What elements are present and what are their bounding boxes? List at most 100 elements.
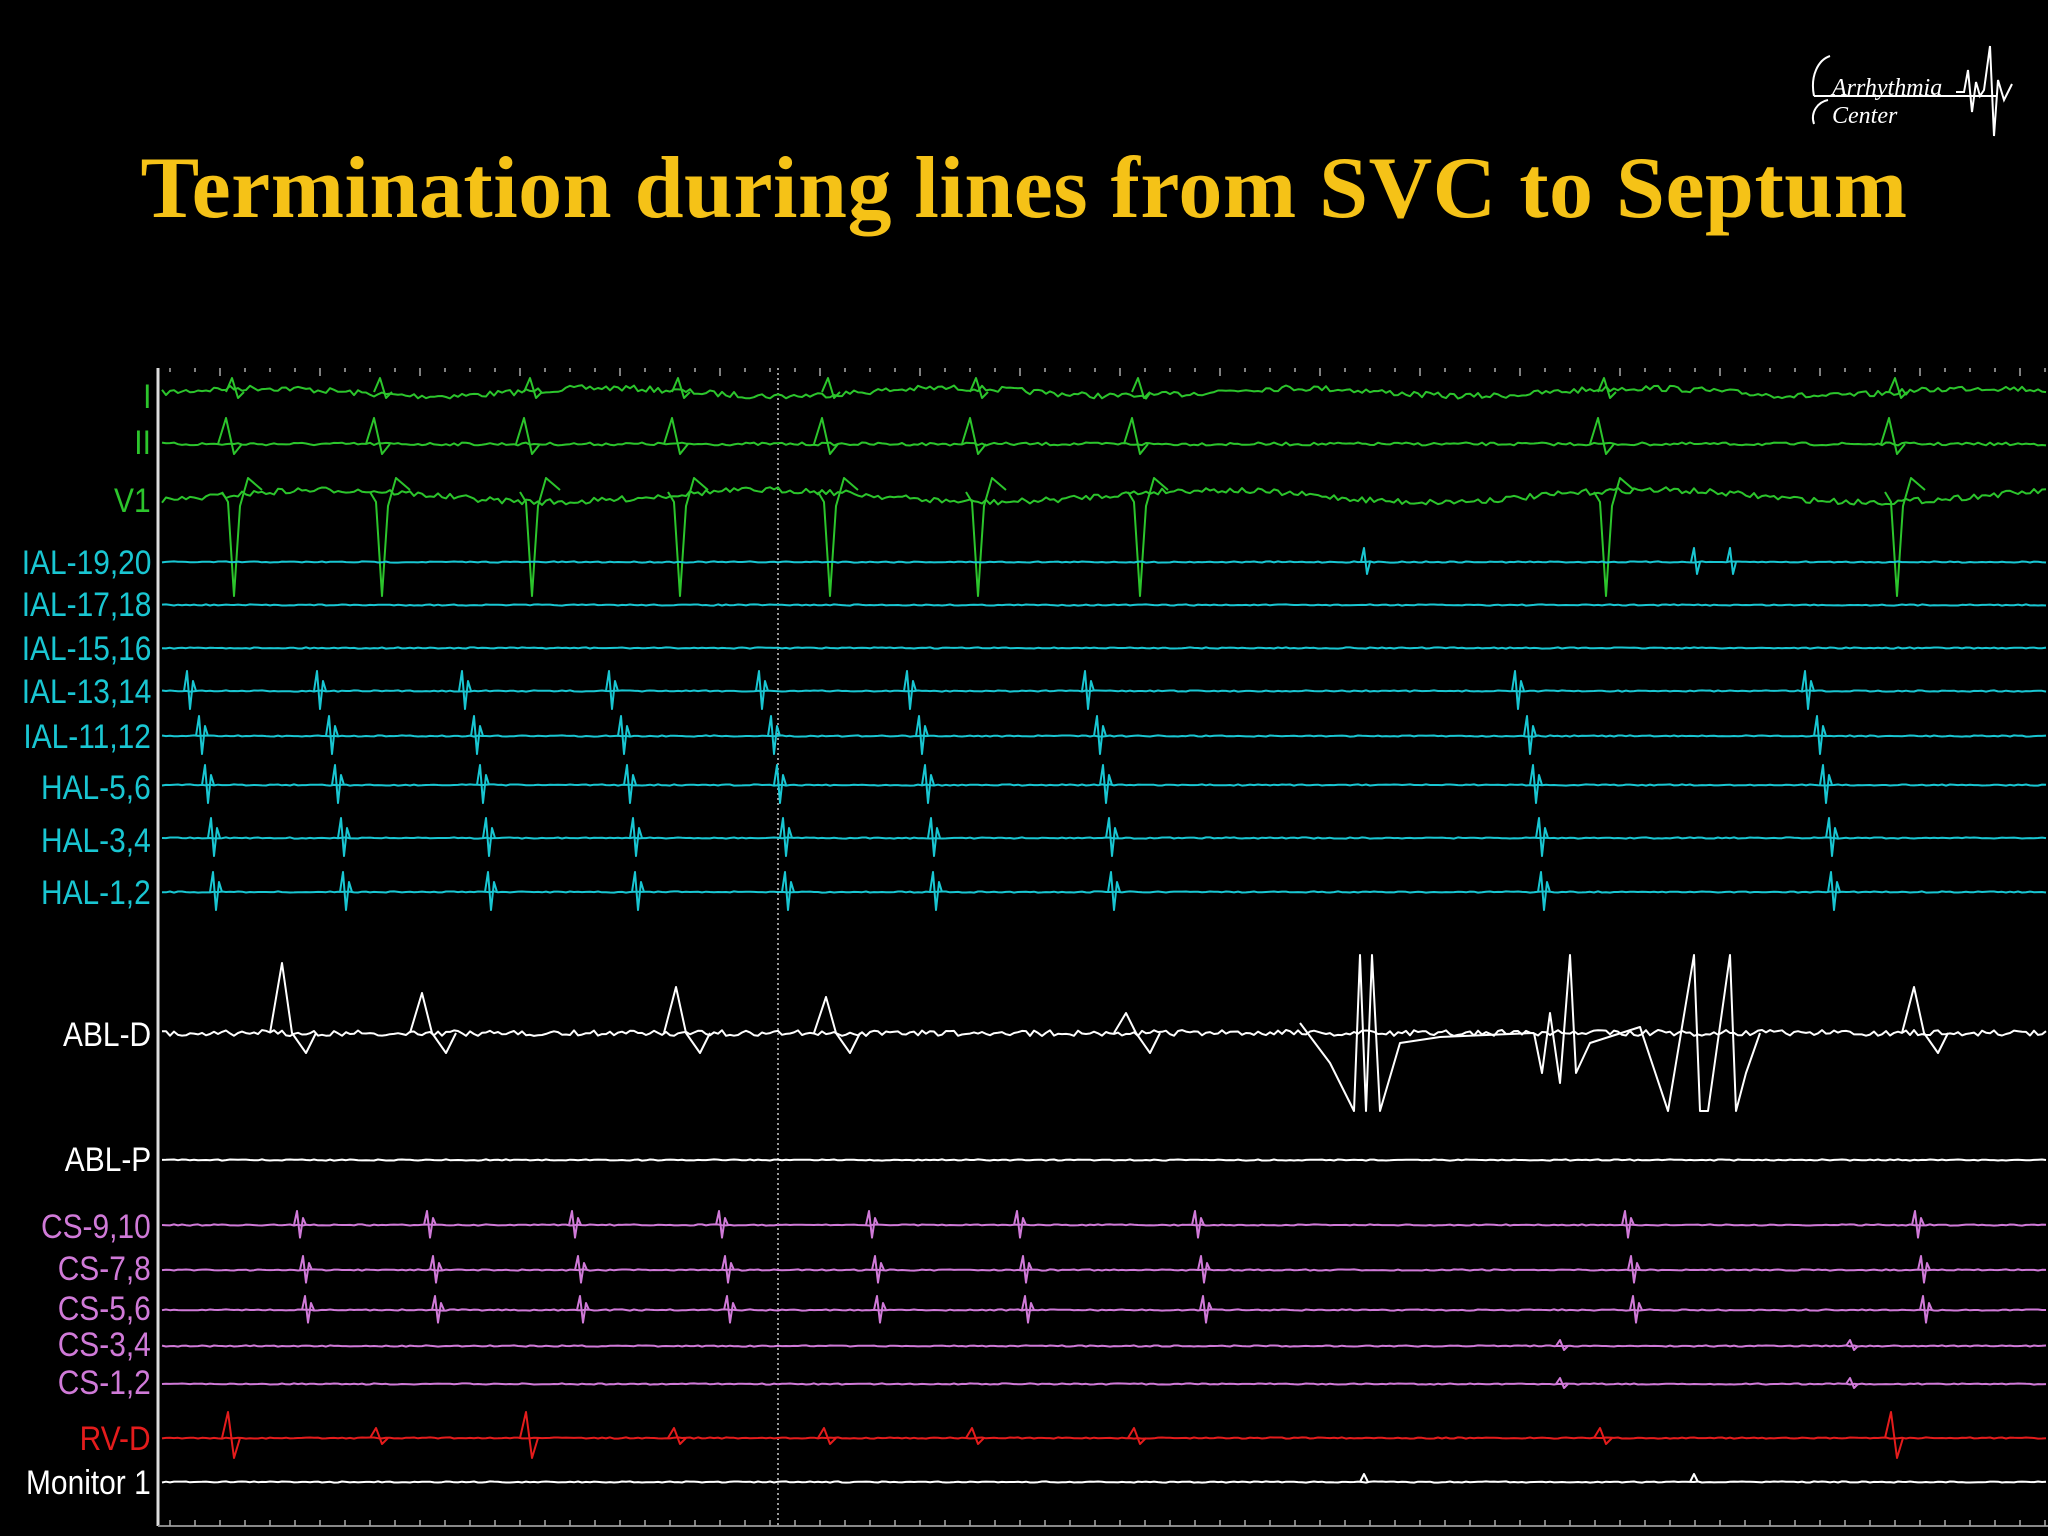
trace-abl-d-deflection-5: [1113, 1012, 1161, 1054]
trace-i-deflection-3: [523, 377, 543, 399]
channel-label-v1: V1: [114, 482, 151, 520]
trace-hal-3-4-deflection-2: [337, 817, 351, 857]
trace-hal-5-6-deflection-4: [623, 764, 637, 804]
channel-label-i: I: [142, 378, 151, 416]
trace-monitor-1: [161, 1480, 2047, 1484]
trace-hal-5-6-deflection-8: [1529, 764, 1543, 804]
trace-hal-5-6-deflection-5: [773, 764, 787, 804]
trace-rv-d-deflection-4: [667, 1427, 687, 1445]
trace-cs-9-10-deflection-8: [1621, 1210, 1635, 1239]
trace-ial-11-12-deflection-3: [470, 715, 484, 755]
trace-v1-deflection-7: [1127, 477, 1169, 597]
trace-abl-d-deflection-7: [1299, 954, 1535, 1112]
trace-rv-d-deflection-1: [221, 1411, 241, 1459]
trace-rv-d-deflection-6: [965, 1427, 985, 1445]
trace-rv-d-deflection-2: [369, 1427, 389, 1445]
trace-v1-deflection-1: [221, 477, 263, 597]
channel-label-monitor-1: Monitor 1: [26, 1464, 151, 1502]
trace-hal-3-4-deflection-7: [1105, 817, 1119, 857]
trace-hal-3-4-deflection-8: [1535, 817, 1549, 857]
trace-ial-13-14-deflection-2: [313, 670, 327, 710]
trace-i-deflection-1: [225, 377, 245, 399]
trace-abl-d: [162, 1029, 2047, 1037]
trace-hal-5-6-deflection-2: [331, 764, 345, 804]
channel-label-cs-9-10: CS-9,10: [41, 1208, 151, 1246]
trace-v1-deflection-3: [519, 477, 561, 597]
trace-ial-11-12-deflection-4: [617, 715, 631, 755]
trace-rv-d-deflection-9: [1884, 1411, 1904, 1459]
channel-label-abl-p: ABL-P: [64, 1141, 151, 1179]
trace-ii-deflection-6: [961, 417, 987, 455]
trace-cs-7-8: [161, 1268, 2047, 1272]
trace-rv-d-deflection-3: [519, 1411, 539, 1459]
trace-rv-d-deflection-8: [1593, 1427, 1613, 1445]
trace-ial-13-14-deflection-8: [1511, 670, 1525, 710]
trace-cs-9-10-deflection-5: [865, 1210, 879, 1239]
channel-label-cs-7-8: CS-7,8: [57, 1250, 151, 1288]
trace-rv-d-deflection-5: [817, 1427, 837, 1445]
trace-i-deflection-6: [969, 377, 989, 399]
trace-monitor-1-deflection-2: [1689, 1473, 1699, 1483]
slide-title: Termination during lines from SVC to Sep…: [140, 140, 1908, 237]
trace-v1-deflection-2: [369, 477, 411, 597]
trace-hal-1-2-deflection-5: [781, 871, 795, 911]
trace-cs-1-2-deflection-2: [1845, 1377, 1859, 1389]
trace-cs-9-10-deflection-4: [715, 1210, 729, 1239]
trace-cs-9-10-deflection-9: [1911, 1210, 1925, 1239]
trace-cs-7-8-deflection-5: [871, 1255, 885, 1284]
ecg-waveform-icon: [1812, 45, 2013, 137]
trace-ial-11-12-deflection-7: [1093, 715, 1107, 755]
trace-hal-1-2-deflection-8: [1537, 871, 1551, 911]
trace-ial-13-14-deflection-4: [605, 670, 619, 710]
trace-ial-17-18: [161, 603, 2047, 607]
trace-ial-13-14: [161, 689, 2047, 693]
trace-ial-19-20-deflection-3: [1726, 547, 1737, 575]
channel-label-cs-1-2: CS-1,2: [57, 1364, 151, 1402]
trace-v1-deflection-4: [667, 477, 709, 597]
trace-cs-9-10-deflection-6: [1013, 1210, 1027, 1239]
trace-cs-7-8-deflection-2: [429, 1255, 443, 1284]
trace-abl-d-deflection-3: [663, 986, 711, 1054]
trace-hal-5-6-deflection-3: [476, 764, 490, 804]
trace-cs-9-10-deflection-3: [568, 1210, 582, 1239]
trace-cs-5-6-deflection-1: [301, 1295, 315, 1324]
trace-hal-3-4-deflection-1: [207, 817, 221, 857]
trace-abl-d-deflection-4: [813, 996, 861, 1054]
trace-hal-3-4-deflection-9: [1825, 817, 1839, 857]
trace-ial-15-16: [161, 646, 2047, 650]
channel-label-ial-19-20: IAL-19,20: [21, 544, 151, 582]
trace-cs-1-2: [161, 1382, 2047, 1386]
trace-i-deflection-2: [373, 377, 393, 399]
trace-cs-9-10-deflection-2: [423, 1210, 437, 1239]
trace-cs-7-8-deflection-1: [299, 1255, 313, 1284]
channel-label-ii: II: [134, 424, 151, 462]
channel-label-hal-3-4: HAL-3,4: [41, 822, 151, 860]
trace-cs-5-6-deflection-8: [1629, 1295, 1643, 1324]
trace-cs-7-8-deflection-3: [574, 1255, 588, 1284]
trace-v1-deflection-9: [1884, 477, 1926, 597]
trace-cs-5-6-deflection-5: [873, 1295, 887, 1324]
trace-cs-5-6-deflection-2: [431, 1295, 445, 1324]
trace-ial-11-12-deflection-6: [915, 715, 929, 755]
trace-hal-5-6-deflection-9: [1819, 764, 1833, 804]
trace-ial-19-20-deflection-2: [1690, 547, 1701, 575]
trace-rv-d: [161, 1436, 2047, 1440]
channel-label-rv-d: RV-D: [80, 1420, 151, 1458]
trace-i-deflection-7: [1131, 377, 1151, 399]
trace-ii-deflection-4: [663, 417, 689, 455]
trace-cs-9-10-deflection-7: [1191, 1210, 1205, 1239]
trace-hal-1-2-deflection-7: [1107, 871, 1121, 911]
channel-label-hal-5-6: HAL-5,6: [41, 769, 151, 807]
trace-cs-9-10: [161, 1223, 2047, 1227]
channel-label-ial-11-12: IAL-11,12: [23, 718, 151, 756]
trace-hal-3-4: [161, 836, 2047, 840]
trace-ial-11-12-deflection-8: [1523, 715, 1537, 755]
trace-abl-d-deflection-8: [1533, 954, 1761, 1112]
trace-ii-deflection-7: [1123, 417, 1149, 455]
channel-label-abl-d: ABL-D: [62, 1016, 151, 1054]
trace-ial-13-14-deflection-1: [183, 670, 197, 710]
time-scale-ticks: [169, 368, 2046, 1526]
trace-ii: [161, 441, 2047, 447]
logo-text-line1: Arrhythmia: [1832, 75, 1943, 101]
